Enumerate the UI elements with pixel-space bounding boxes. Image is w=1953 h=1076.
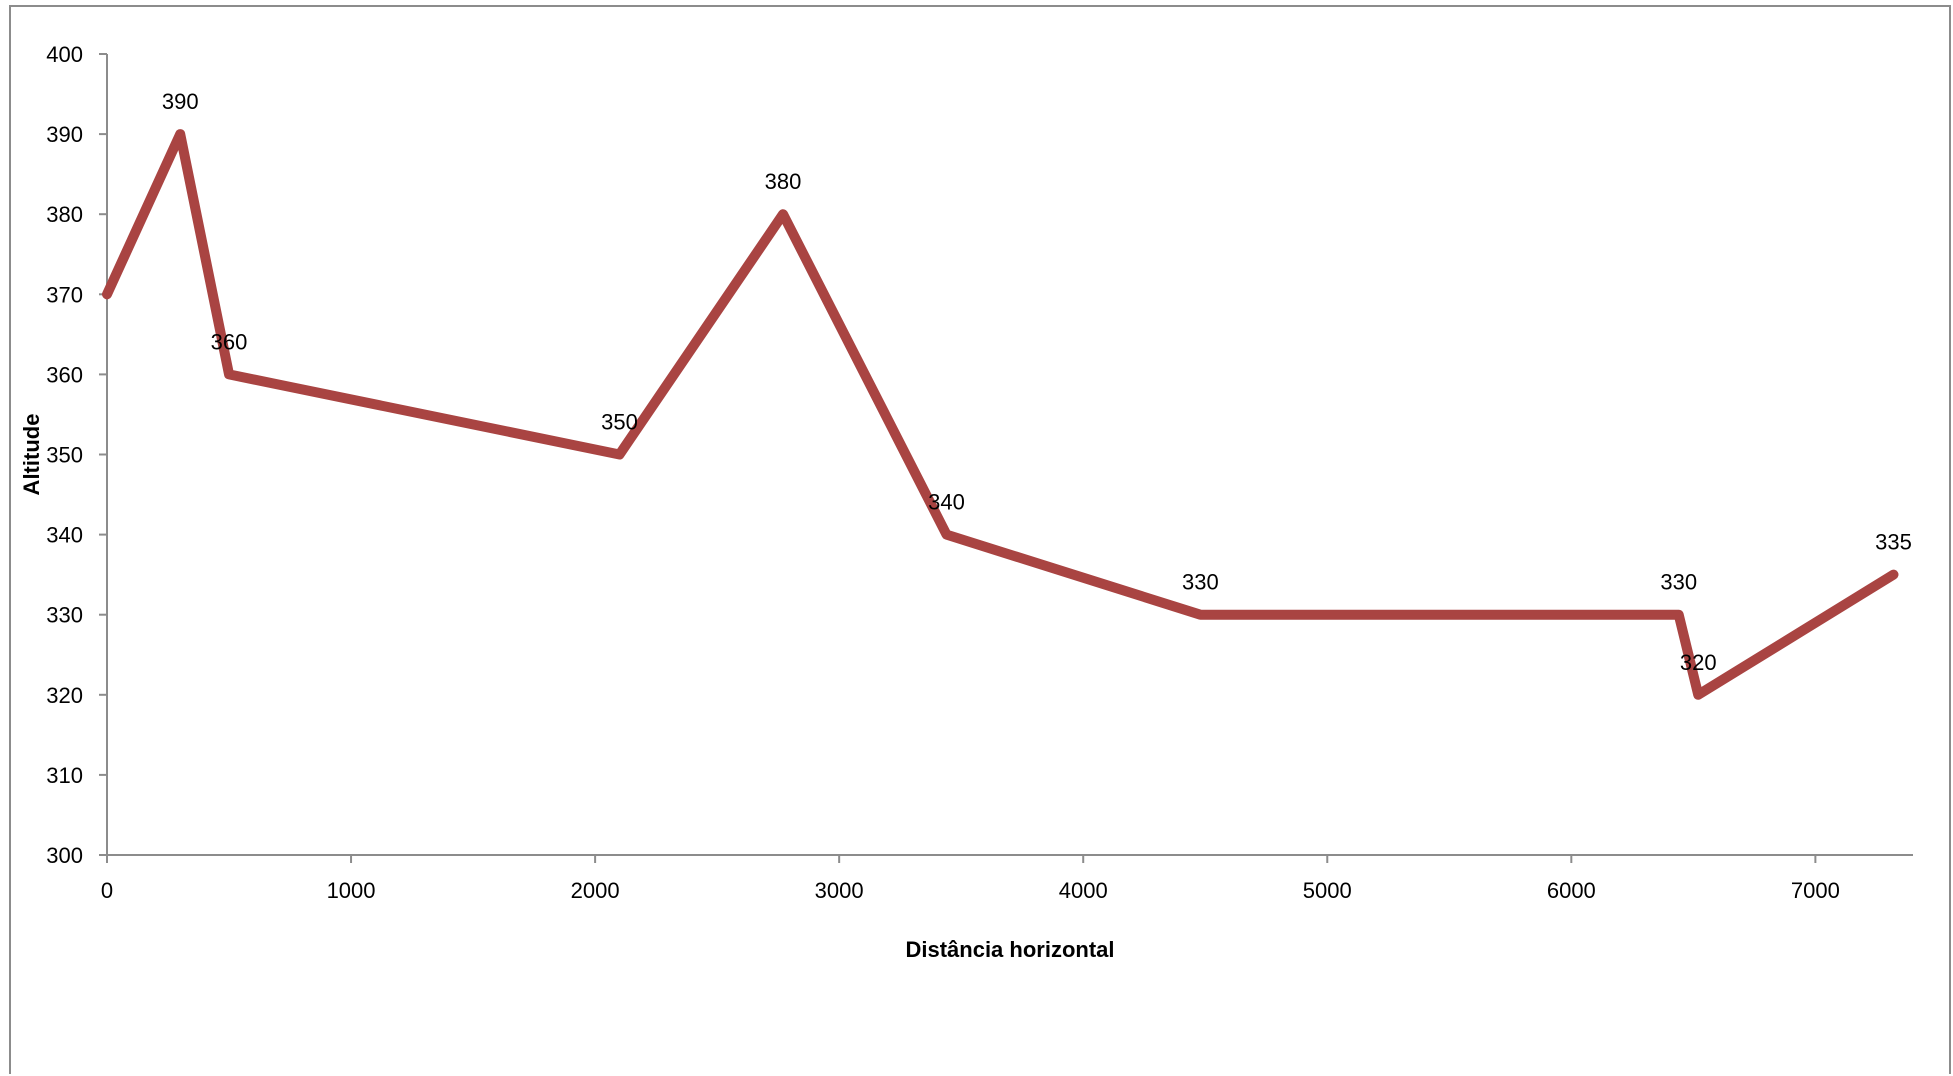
line-chart: 300 310 320 330 340 350 360 370 380 390 400 0 1000 2… xyxy=(19,42,1913,962)
series-group xyxy=(102,129,1899,700)
x-tick-label: 7000 xyxy=(1791,878,1840,903)
y-tick-label: 350 xyxy=(46,443,83,468)
data-point xyxy=(1199,614,1201,616)
y-tick-label: 310 xyxy=(46,763,83,788)
x-tick-label: 1000 xyxy=(327,878,376,903)
data-label: 330 xyxy=(1182,570,1219,595)
y-tick-label: 370 xyxy=(46,282,83,307)
x-tick-label: 6000 xyxy=(1547,878,1596,903)
x-tick-label: 3000 xyxy=(815,878,864,903)
y-tick-label: 360 xyxy=(46,362,83,387)
data-label: 350 xyxy=(601,410,638,435)
data-point xyxy=(1697,694,1699,696)
data-point xyxy=(1678,614,1680,616)
series-line xyxy=(102,129,1899,700)
data-point xyxy=(619,454,621,455)
y-tick-label: 320 xyxy=(46,683,83,708)
y-tick-label: 330 xyxy=(46,603,83,628)
y-tick-label: 340 xyxy=(46,523,83,548)
y-tick-label: 380 xyxy=(46,202,83,227)
data-point xyxy=(106,293,108,295)
x-axis-title: Distância horizontal xyxy=(905,937,1114,962)
data-label: 335 xyxy=(1875,530,1912,555)
data-label: 340 xyxy=(928,490,965,515)
data-point xyxy=(946,534,948,536)
chart-area: 300 310 320 330 340 350 360 370 380 390 400 0 1000 2… xyxy=(9,5,1951,1074)
x-tick-label: 0 xyxy=(101,878,113,903)
y-tick-label: 390 xyxy=(46,122,83,147)
data-label: 380 xyxy=(765,169,802,194)
data-label: 320 xyxy=(1680,650,1717,675)
y-axis-title: Altitude xyxy=(19,414,44,496)
x-tick-label: 2000 xyxy=(571,878,620,903)
data-labels: 390 360 350 380 340 330 330 320 335 xyxy=(162,89,1912,675)
y-axis: 300 310 320 330 340 350 360 370 380 390 400 xyxy=(46,42,108,868)
data-point xyxy=(1892,574,1894,576)
x-tick-label: 5000 xyxy=(1303,878,1352,903)
data-label: 360 xyxy=(211,329,248,354)
data-label: 390 xyxy=(162,89,199,114)
x-axis: 0 1000 2000 3000 4000 5000 6000 7000 xyxy=(101,854,1913,903)
y-tick-label: 400 xyxy=(46,42,83,67)
data-point xyxy=(782,213,784,215)
y-tick-label: 300 xyxy=(46,843,83,868)
data-point xyxy=(179,133,181,135)
data-label: 330 xyxy=(1660,570,1697,595)
data-point xyxy=(228,373,230,375)
x-tick-label: 4000 xyxy=(1059,878,1108,903)
